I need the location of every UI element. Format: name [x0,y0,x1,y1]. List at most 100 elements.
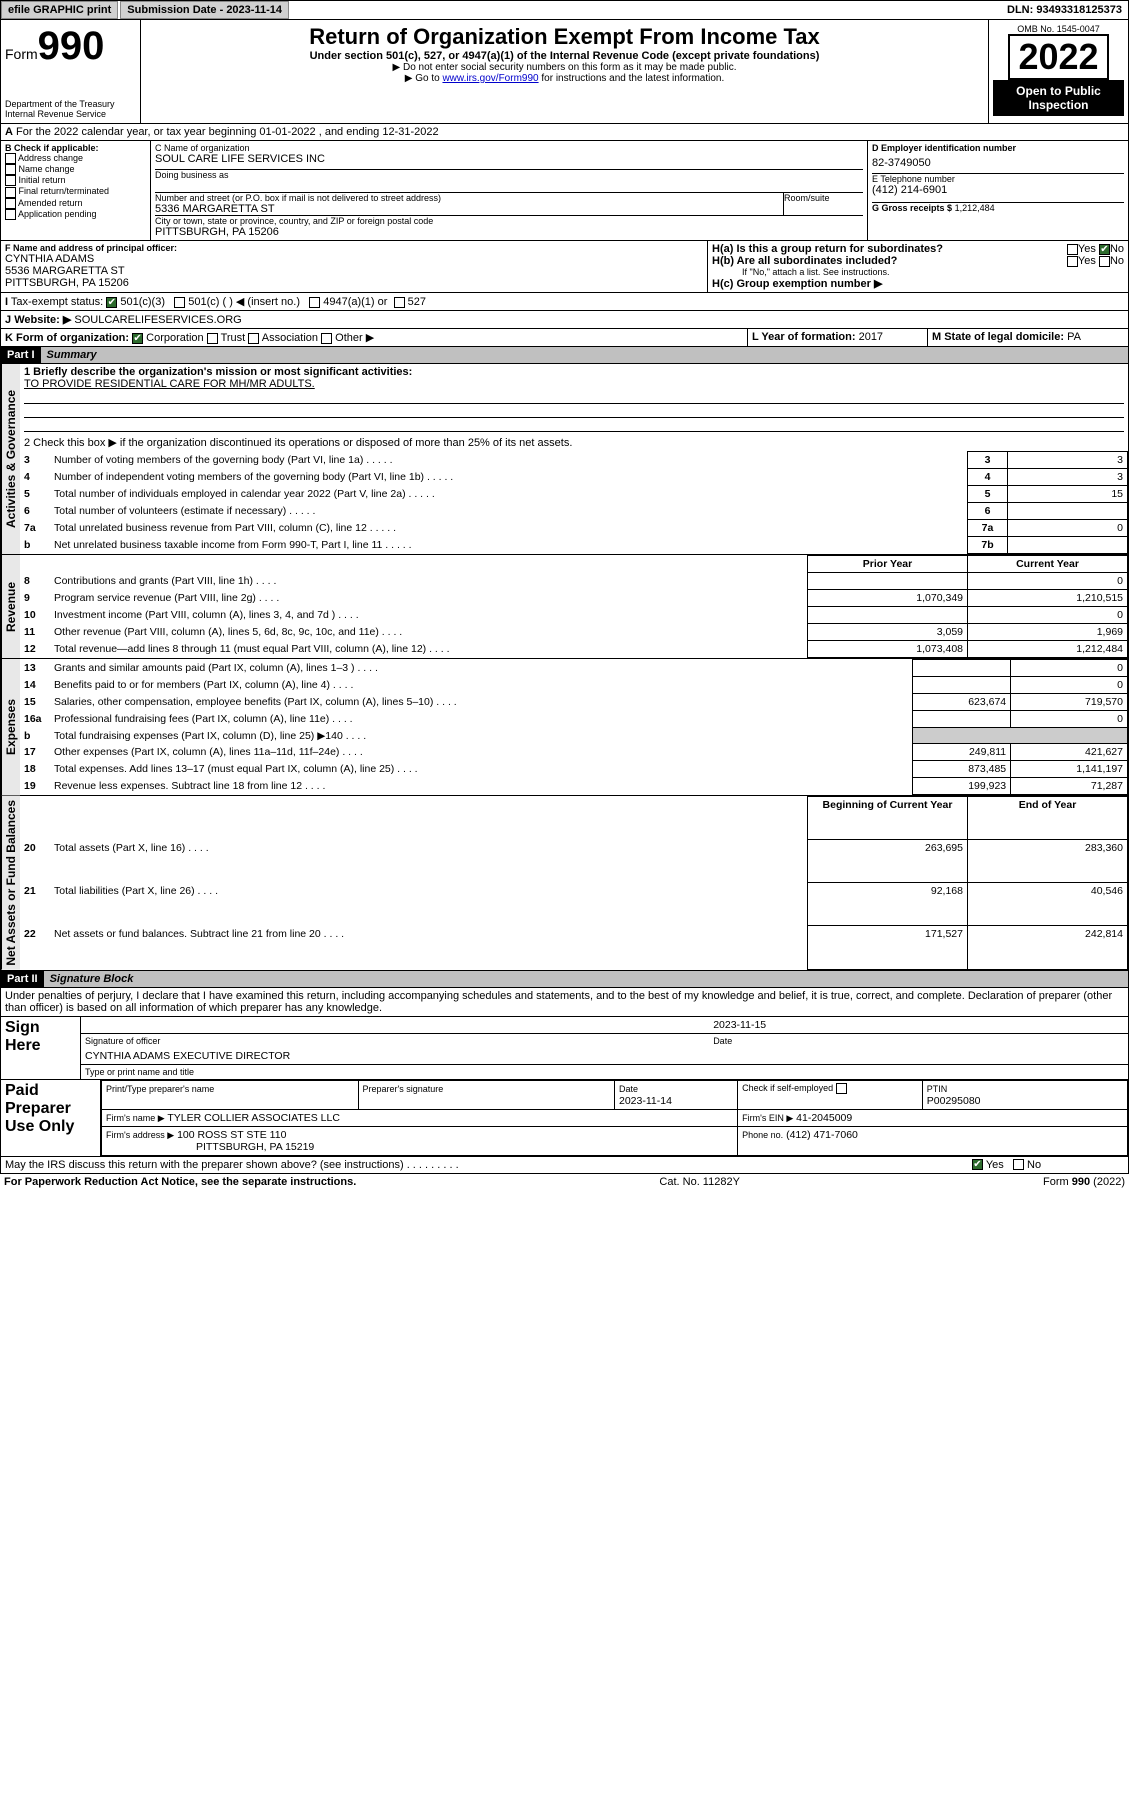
boxb-check[interactable] [5,198,16,209]
side-revenue: Revenue [1,555,20,658]
type-name-label: Type or print name and title [81,1064,1128,1079]
form-prefix: Form [5,46,38,62]
firm-ein-label: Firm's EIN ▶ [742,1113,793,1123]
ptin-label: PTIN [927,1084,948,1094]
netassets-table: Beginning of Current YearEnd of Year20To… [20,796,1128,970]
revenue-section: Revenue Prior YearCurrent Year8Contribut… [0,555,1129,659]
gross-receipts: 1,212,484 [955,203,995,213]
org-addr: 5336 MARGARETTA ST [155,203,783,215]
netassets-section: Net Assets or Fund Balances Beginning of… [0,796,1129,971]
sign-date: 2023-11-15 [709,1017,1128,1034]
expenses-table: 13Grants and similar amounts paid (Part … [20,659,1128,795]
tax-year: 2022 [1008,34,1108,80]
expenses-section: Expenses 13Grants and similar amounts pa… [0,659,1129,796]
period: For the 2022 calendar year, or tax year … [16,126,439,138]
submission-date: Submission Date - 2023-11-14 [120,1,289,19]
ha-no[interactable]: ✔ [1099,244,1110,255]
box-b-label: B Check if applicable: [5,143,146,153]
addr-label: Number and street (or P.O. box if mail i… [155,193,783,203]
footer-right: Form 990 (2022) [1043,1176,1125,1188]
sig-officer-label: Signature of officer [81,1033,709,1048]
boxb-check[interactable] [5,187,16,198]
side-netassets: Net Assets or Fund Balances [1,796,20,970]
ha-yes[interactable] [1067,244,1078,255]
org-city: PITTSBURGH, PA 15206 [155,226,863,238]
prep-name-label: Print/Type preparer's name [106,1084,214,1094]
topbar: efile GRAPHIC print Submission Date - 20… [0,0,1129,20]
part2-header: Part II Signature Block [0,971,1129,988]
j-label: Website: ▶ [14,314,71,326]
year-formation: 2017 [859,331,883,343]
footer-left: For Paperwork Reduction Act Notice, see … [4,1176,356,1188]
phone: (412) 214-6901 [872,184,1124,196]
hc-label: H(c) Group exemption number ▶ [712,278,882,290]
form-title: Return of Organization Exempt From Incom… [145,24,984,50]
ein: 82-3749050 [872,153,1124,173]
form-subtitle: Under section 501(c), 527, or 4947(a)(1)… [145,50,984,62]
hb-label: H(b) Are all subordinates included? [712,255,897,267]
firm-phone: (412) 471-7060 [786,1129,858,1141]
firm-ein: 41-2045009 [796,1112,852,1124]
sign-here-block: Sign Here 2023-11-15 Signature of office… [0,1017,1129,1080]
dept: Department of the Treasury [5,99,136,109]
officer-group-block: F Name and address of principal officer:… [0,241,1129,293]
firm-phone-label: Phone no. [742,1130,783,1140]
footer-mid: Cat. No. 11282Y [659,1176,740,1188]
k-other[interactable] [321,333,332,344]
org-info-block: B Check if applicable: Address change Na… [0,141,1129,241]
527-check[interactable] [394,297,405,308]
g-label: G Gross receipts $ [872,203,952,213]
officer-addr1: 5536 MARGARETTA ST [5,265,703,277]
side-expenses: Expenses [1,659,20,795]
c-name-label: C Name of organization [155,143,863,153]
boxb-check[interactable] [5,175,16,186]
f-label: F Name and address of principal officer: [5,243,703,253]
efile-button[interactable]: efile GRAPHIC print [1,1,118,19]
m-label: M State of legal domicile: [932,331,1064,343]
boxb-check[interactable] [5,153,16,164]
discuss-yes[interactable]: ✔ [972,1159,983,1170]
part2-label: Part II [1,971,44,987]
declaration: Under penalties of perjury, I declare th… [0,988,1129,1017]
ptin: P00295080 [927,1095,981,1107]
self-emp: Check if self-employed [742,1083,833,1093]
q2-text: 2 Check this box ▶ if the organization d… [20,434,1128,451]
box-c: C Name of organization SOUL CARE LIFE SE… [151,141,868,240]
part1-label: Part I [1,347,41,363]
d-label: D Employer identification number [872,143,1124,153]
prep-date: 2023-11-14 [619,1095,672,1107]
firm-addr2: PITTSBURGH, PA 15219 [106,1141,314,1153]
dba-label: Doing business as [155,169,863,180]
paid-preparer-block: Paid Preparer Use Only Print/Type prepar… [0,1080,1129,1157]
boxb-check[interactable] [5,164,16,175]
4947-check[interactable] [309,297,320,308]
hb-yes[interactable] [1067,256,1078,267]
firm-name-label: Firm's name ▶ [106,1113,165,1123]
k-corp[interactable]: ✔ [132,333,143,344]
discuss-text: May the IRS discuss this return with the… [5,1159,404,1171]
501c3-check[interactable]: ✔ [106,297,117,308]
org-name: SOUL CARE LIFE SERVICES INC [155,153,863,165]
self-emp-check[interactable] [836,1083,847,1094]
room-label: Room/suite [784,193,863,203]
paid-preparer-label: Paid Preparer Use Only [1,1080,101,1156]
open-inspection: Open to Public Inspection [993,80,1124,116]
k-trust[interactable] [207,333,218,344]
i-label: Tax-exempt status: [11,296,103,308]
officer-addr2: PITTSBURGH, PA 15206 [5,277,703,289]
box-h: H(a) Is this a group return for subordin… [708,241,1128,292]
part1-header: Part I Summary [0,347,1129,364]
revenue-table: Prior YearCurrent Year8Contributions and… [20,555,1128,658]
hb-no[interactable] [1099,256,1110,267]
q1-label: 1 Briefly describe the organization's mi… [24,366,412,378]
irs: Internal Revenue Service [5,109,136,119]
officer-name: CYNTHIA ADAMS [5,253,703,265]
note-ssn: ▶ Do not enter social security numbers o… [145,62,984,73]
boxb-check[interactable] [5,209,16,220]
501c-check[interactable] [174,297,185,308]
firm-addr-label: Firm's address ▶ [106,1130,174,1140]
hb-note: If "No," attach a list. See instructions… [712,267,1124,277]
irs-link[interactable]: www.irs.gov/Form990 [442,73,538,84]
discuss-no[interactable] [1013,1159,1024,1170]
k-assoc[interactable] [248,333,259,344]
